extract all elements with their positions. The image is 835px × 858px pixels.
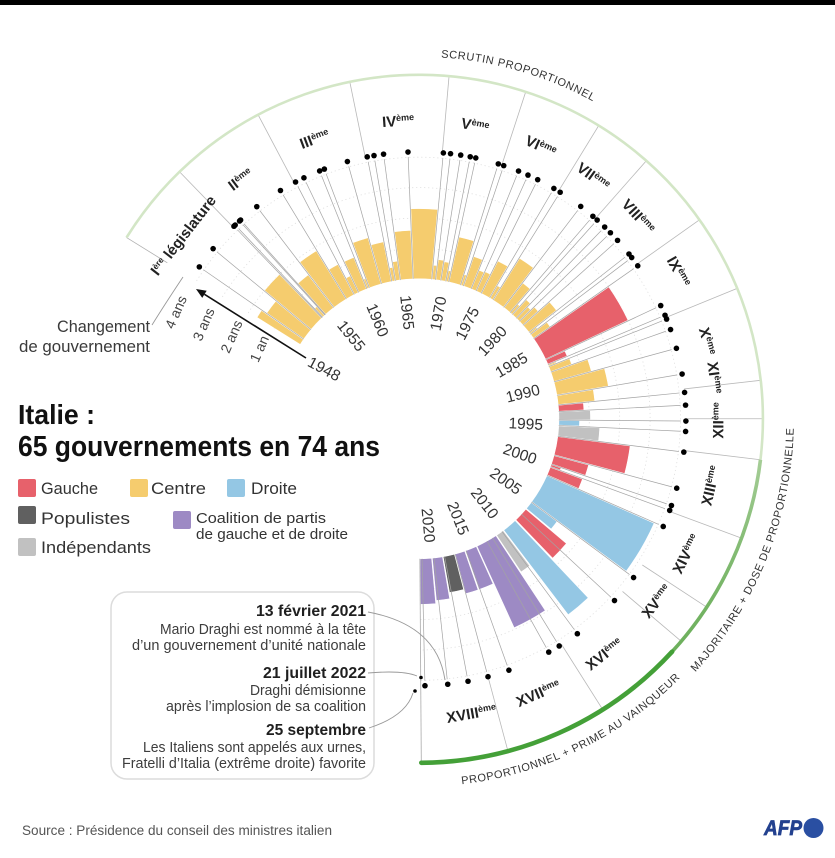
svg-text:21 juillet 2022: 21 juillet 2022 bbox=[263, 665, 366, 682]
svg-text:1995: 1995 bbox=[508, 415, 543, 434]
svg-text:Draghi démisionne: Draghi démisionne bbox=[250, 683, 366, 699]
svg-text:de gauche et de droite: de gauche et de droite bbox=[196, 527, 348, 543]
svg-text:13 février 2021: 13 février 2021 bbox=[256, 603, 366, 620]
svg-text:AFP: AFP bbox=[763, 817, 803, 840]
svg-text:Italie :: Italie : bbox=[18, 399, 95, 430]
svg-text:2020: 2020 bbox=[418, 508, 438, 544]
svg-text:Populistes: Populistes bbox=[41, 509, 130, 528]
svg-text:Mario Draghi est nommé à la tê: Mario Draghi est nommé à la tête bbox=[160, 622, 366, 638]
svg-text:Source : Présidence du conseil: Source : Présidence du conseil des minis… bbox=[22, 823, 332, 838]
svg-text:après l’implosion de sa coalit: après l’implosion de sa coalition bbox=[166, 699, 366, 715]
svg-text:Droite: Droite bbox=[251, 479, 297, 498]
svg-text:de gouvernement: de gouvernement bbox=[19, 337, 150, 356]
svg-text:Coalition de partis: Coalition de partis bbox=[196, 511, 326, 527]
svg-text:Centre: Centre bbox=[151, 479, 206, 498]
svg-text:Les Italiens sont appelés aux: Les Italiens sont appelés aux urnes, bbox=[143, 740, 366, 756]
svg-text:Fratelli d’Italia (extrême dro: Fratelli d’Italia (extrême droite) favor… bbox=[122, 756, 366, 772]
svg-text:25 septembre: 25 septembre bbox=[266, 722, 366, 739]
svg-text:Changement: Changement bbox=[57, 317, 150, 336]
svg-text:Indépendants: Indépendants bbox=[41, 538, 151, 557]
svg-text:d’un gouvernement d’unité nati: d’un gouvernement d’unité nationale bbox=[132, 638, 366, 654]
svg-text:Gauche: Gauche bbox=[41, 479, 98, 498]
svg-text:65 gouvernements en 74 ans: 65 gouvernements en 74 ans bbox=[18, 431, 380, 463]
